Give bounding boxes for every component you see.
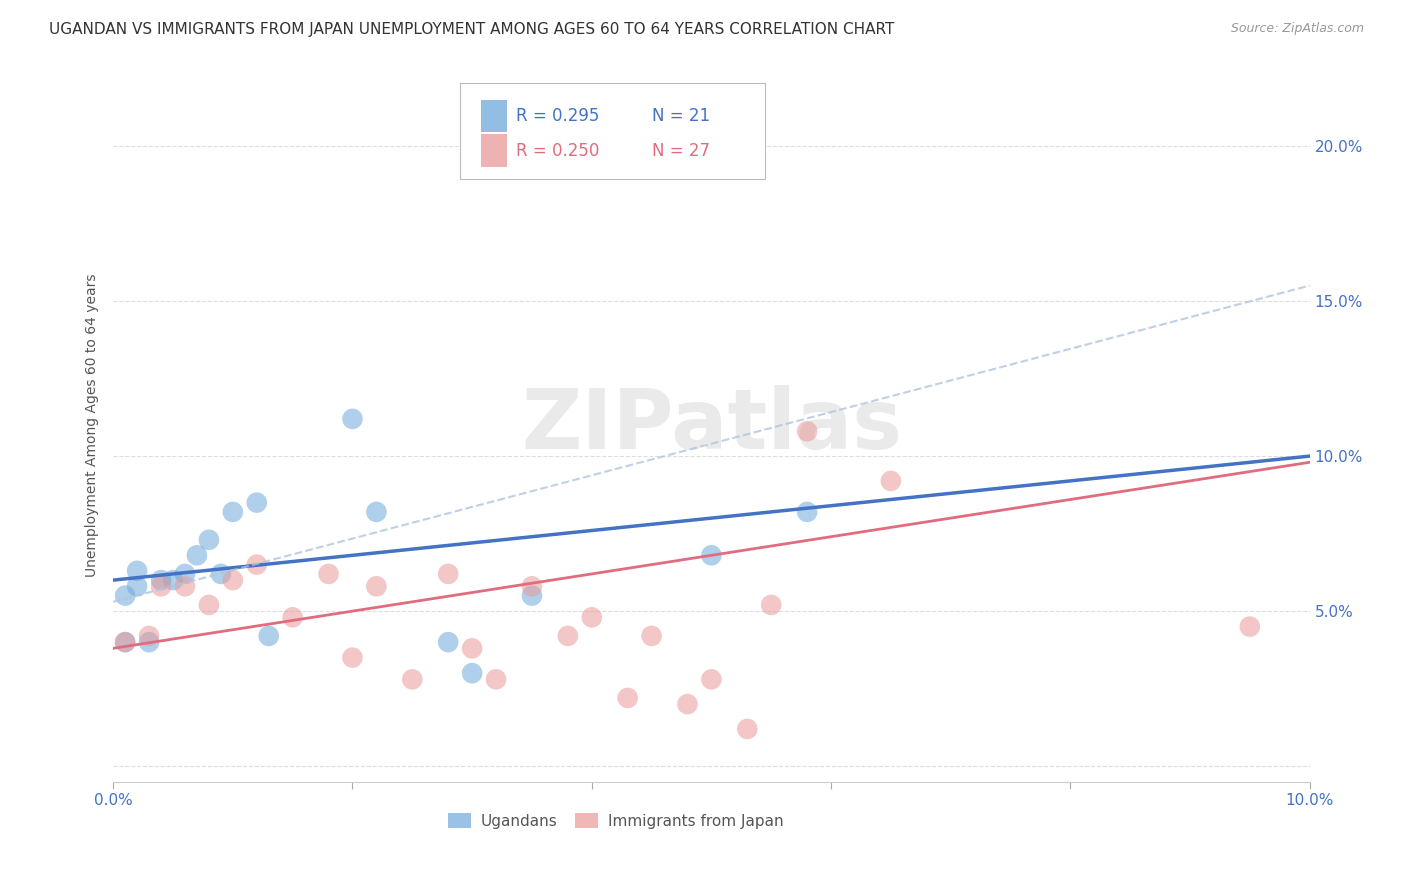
Point bbox=[198, 533, 221, 547]
Point bbox=[796, 505, 818, 519]
Point bbox=[700, 673, 723, 687]
Point bbox=[318, 566, 340, 581]
Point bbox=[437, 566, 460, 581]
Point bbox=[138, 635, 160, 649]
Point bbox=[246, 495, 269, 509]
Point bbox=[401, 673, 423, 687]
Point bbox=[485, 673, 508, 687]
Point bbox=[150, 573, 173, 587]
Point bbox=[737, 722, 759, 736]
Point bbox=[520, 589, 543, 603]
Point bbox=[186, 549, 208, 563]
Point bbox=[700, 549, 723, 563]
Text: ZIPatlas: ZIPatlas bbox=[520, 384, 901, 466]
FancyBboxPatch shape bbox=[460, 83, 765, 179]
Point bbox=[174, 566, 197, 581]
Point bbox=[209, 566, 232, 581]
Point bbox=[342, 650, 364, 665]
Legend: Ugandans, Immigrants from Japan: Ugandans, Immigrants from Japan bbox=[441, 806, 789, 835]
FancyBboxPatch shape bbox=[481, 100, 506, 132]
Text: N = 27: N = 27 bbox=[651, 142, 710, 160]
Point bbox=[640, 629, 662, 643]
Y-axis label: Unemployment Among Ages 60 to 64 years: Unemployment Among Ages 60 to 64 years bbox=[86, 273, 100, 577]
Point bbox=[557, 629, 579, 643]
Point bbox=[366, 505, 388, 519]
Point bbox=[437, 635, 460, 649]
Point bbox=[246, 558, 269, 572]
Point bbox=[222, 505, 245, 519]
Text: Source: ZipAtlas.com: Source: ZipAtlas.com bbox=[1230, 22, 1364, 36]
Point bbox=[162, 573, 184, 587]
Point bbox=[761, 598, 783, 612]
Point bbox=[676, 697, 699, 711]
Point bbox=[342, 412, 364, 426]
Point bbox=[281, 610, 304, 624]
Point bbox=[520, 579, 543, 593]
Point bbox=[880, 474, 903, 488]
Point bbox=[127, 579, 149, 593]
Point bbox=[616, 690, 638, 705]
FancyBboxPatch shape bbox=[481, 135, 506, 167]
Text: R = 0.295: R = 0.295 bbox=[516, 107, 600, 125]
Point bbox=[581, 610, 603, 624]
Point bbox=[796, 425, 818, 439]
Point bbox=[174, 579, 197, 593]
Point bbox=[150, 579, 173, 593]
Point bbox=[461, 641, 484, 656]
Point bbox=[1239, 619, 1261, 633]
Point bbox=[138, 629, 160, 643]
Text: R = 0.250: R = 0.250 bbox=[516, 142, 600, 160]
Point bbox=[366, 579, 388, 593]
Text: UGANDAN VS IMMIGRANTS FROM JAPAN UNEMPLOYMENT AMONG AGES 60 TO 64 YEARS CORRELAT: UGANDAN VS IMMIGRANTS FROM JAPAN UNEMPLO… bbox=[49, 22, 894, 37]
Point bbox=[198, 598, 221, 612]
Text: N = 21: N = 21 bbox=[651, 107, 710, 125]
Point bbox=[222, 573, 245, 587]
Point bbox=[114, 635, 136, 649]
Point bbox=[114, 635, 136, 649]
Point bbox=[461, 666, 484, 681]
Point bbox=[257, 629, 280, 643]
Point bbox=[127, 564, 149, 578]
Point bbox=[114, 589, 136, 603]
